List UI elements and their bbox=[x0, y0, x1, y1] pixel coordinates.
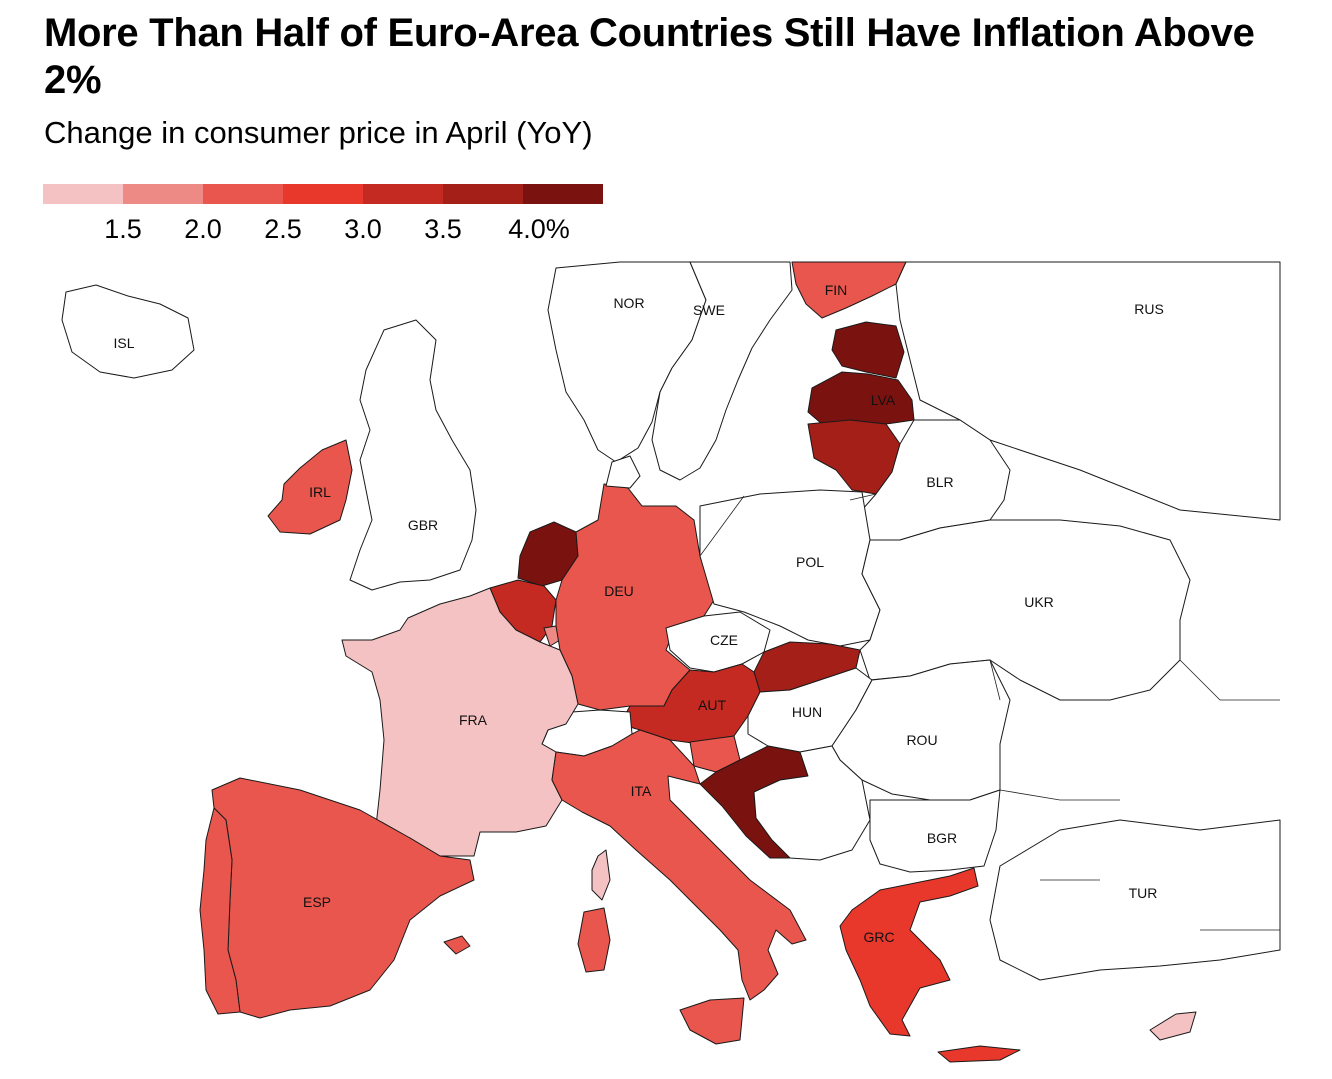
country-fin bbox=[791, 261, 907, 319]
legend-color-bar bbox=[43, 184, 603, 204]
country-dnk bbox=[605, 455, 641, 489]
label-rus: RUS bbox=[1134, 301, 1164, 317]
legend-tick-2: 2.0 bbox=[184, 214, 222, 244]
country-ita-sardinia bbox=[577, 907, 611, 973]
chart-subtitle: Change in consumer price in April (YoY) bbox=[44, 115, 593, 150]
legend-tick-6: 4.0% bbox=[508, 214, 570, 244]
label-fin: FIN bbox=[825, 282, 848, 298]
country-cze bbox=[665, 611, 771, 673]
label-hun: HUN bbox=[792, 704, 822, 720]
legend-tick-4: 3.0 bbox=[344, 214, 382, 244]
legend-swatch-4 bbox=[283, 184, 363, 204]
label-bgr: BGR bbox=[927, 830, 957, 846]
country-ita-sicily bbox=[679, 997, 745, 1045]
legend-swatch-7 bbox=[523, 184, 603, 204]
country-ita bbox=[551, 729, 807, 1001]
country-swe bbox=[651, 261, 793, 481]
label-aut: AUT bbox=[698, 697, 726, 713]
label-grc: GRC bbox=[863, 929, 894, 945]
legend-swatch-3 bbox=[203, 184, 283, 204]
label-tur: TUR bbox=[1129, 885, 1158, 901]
label-rou: ROU bbox=[906, 732, 937, 748]
label-swe: SWE bbox=[693, 302, 725, 318]
label-pol: POL bbox=[796, 554, 824, 570]
legend-swatch-6 bbox=[443, 184, 523, 204]
country-grc bbox=[839, 867, 979, 1037]
country-esp-balearics bbox=[443, 935, 471, 955]
label-fra: FRA bbox=[459, 712, 488, 728]
legend-tick-3: 2.5 bbox=[264, 214, 302, 244]
legend-ticks: 1.5 2.0 2.5 3.0 3.5 4.0% bbox=[43, 204, 603, 244]
legend-tick-5: 3.5 bbox=[424, 214, 462, 244]
country-fra-corsica bbox=[591, 849, 611, 901]
label-isl: ISL bbox=[113, 335, 134, 351]
legend-swatch-5 bbox=[363, 184, 443, 204]
chart-title: More Than Half of Euro-Area Countries St… bbox=[44, 11, 1255, 102]
label-blr: BLR bbox=[926, 474, 953, 490]
country-irl bbox=[267, 439, 353, 535]
country-tur bbox=[989, 819, 1281, 981]
label-irl: IRL bbox=[309, 484, 331, 500]
legend-tick-1: 1.5 bbox=[104, 214, 142, 244]
country-bgr bbox=[869, 789, 1001, 873]
label-ita: ITA bbox=[631, 783, 652, 799]
label-esp: ESP bbox=[303, 894, 331, 910]
country-gbr bbox=[349, 319, 477, 591]
legend-swatch-2 bbox=[123, 184, 203, 204]
country-prt bbox=[199, 807, 241, 1015]
country-srb bbox=[753, 745, 871, 861]
label-gbr: GBR bbox=[408, 517, 438, 533]
country-est bbox=[831, 321, 905, 379]
country-ukr bbox=[859, 519, 1191, 701]
label-ukr: UKR bbox=[1024, 594, 1054, 610]
label-nor: NOR bbox=[613, 295, 644, 311]
country-fra bbox=[341, 587, 579, 857]
country-lva bbox=[807, 371, 915, 425]
country-cyp bbox=[1149, 1011, 1197, 1041]
europe-map: ISL NOR SWE FIN RUS IRL GBR LVA BLR POL … bbox=[61, 261, 1281, 1063]
color-legend: 1.5 2.0 2.5 3.0 3.5 4.0% bbox=[43, 184, 603, 244]
label-lva: LVA bbox=[871, 392, 896, 408]
country-grc-crete bbox=[937, 1045, 1021, 1063]
country-isl bbox=[61, 284, 195, 379]
label-cze: CZE bbox=[710, 632, 738, 648]
label-deu: DEU bbox=[604, 583, 634, 599]
legend-swatch-1 bbox=[43, 184, 123, 204]
border-lines bbox=[699, 493, 1280, 931]
